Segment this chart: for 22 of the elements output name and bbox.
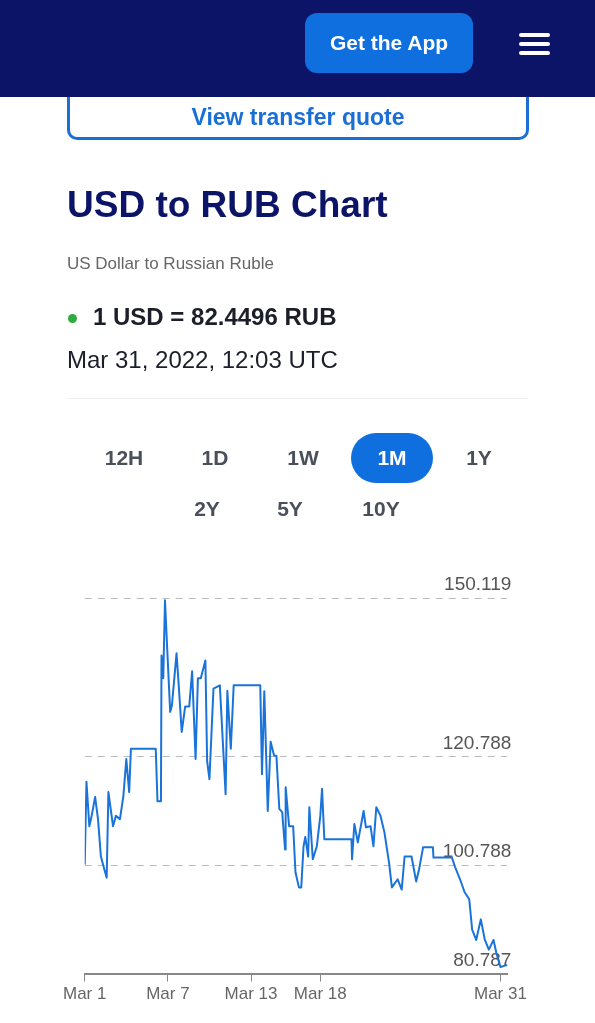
- text: 1D: [201, 446, 229, 470]
- x-tick-label: Mar 13: [224, 984, 278, 1004]
- x-tick-label: Mar 31: [473, 984, 527, 1004]
- y-tick-label: 120.788: [442, 732, 512, 754]
- text: 5Y: [277, 497, 303, 521]
- text: Get the App: [329, 31, 449, 55]
- x-tick-label: Mar 1: [62, 984, 107, 1004]
- chart-subtitle: US Dollar to Russian Ruble: [67, 254, 274, 274]
- y-tick-label: 100.788: [442, 840, 512, 862]
- text: View transfer quote: [191, 103, 405, 131]
- x-tick-label: Mar 7: [146, 984, 190, 1004]
- y-tick-label: 150.119: [444, 573, 512, 595]
- text: 10Y: [362, 497, 400, 521]
- text: 1 USD = 82.4496 RUB: [93, 303, 337, 331]
- text: 1W: [287, 446, 319, 470]
- text: 1M: [377, 446, 407, 470]
- text: Mar 31, 2022, 12:03 UTC: [67, 346, 338, 374]
- text: 1Y: [466, 446, 492, 470]
- x-tick-label: Mar 18: [293, 984, 347, 1004]
- text: 2Y: [194, 497, 220, 521]
- chart-title: USD to RUB Chart: [67, 184, 388, 226]
- text: 12H: [104, 446, 144, 470]
